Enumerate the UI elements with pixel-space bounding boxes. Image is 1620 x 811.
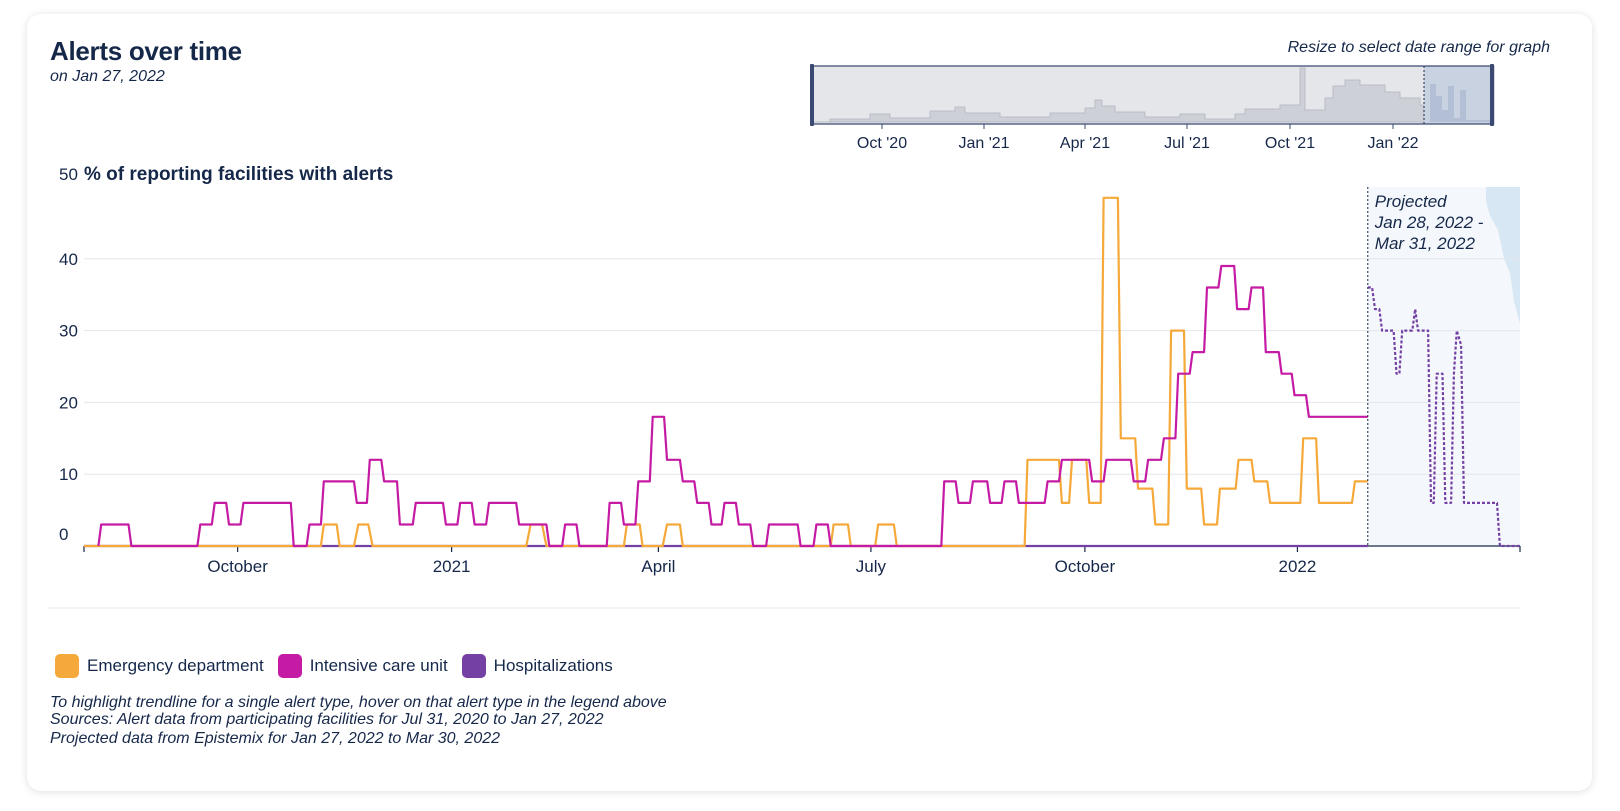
navigator-projection-preview	[1424, 84, 1492, 122]
y-tick-label: 30	[59, 322, 78, 341]
legend-swatch-hospitalizations	[461, 654, 486, 678]
y-tick-label: 40	[59, 250, 78, 269]
x-tick-label: July	[856, 557, 887, 576]
y-tick-label: 0	[59, 525, 68, 544]
projection-label-line: Mar 31, 2022	[1375, 234, 1476, 253]
legend-hover-note: To highlight trendline for a single aler…	[50, 694, 667, 711]
legend-label-hospitalizations: Hospitalizations	[493, 656, 613, 675]
navigator-tick-label: Jul '21	[1164, 135, 1210, 152]
navigator-left-handle[interactable]	[810, 64, 814, 126]
navigator-tick-label: Apr '21	[1060, 135, 1110, 152]
projection-label-line: Jan 28, 2022 -	[1374, 213, 1484, 232]
legend-label-icu: Intensive care unit	[309, 656, 448, 675]
x-tick-label: 2022	[1279, 557, 1317, 576]
legend: Emergency department Intensive care unit…	[55, 654, 627, 678]
legend-item-emergency-department[interactable]: Emergency department	[55, 654, 264, 678]
series-layer	[84, 196, 1520, 548]
projection-label: Projected Jan 28, 2022 - Mar 31, 2022	[1367, 187, 1484, 546]
chart-title: Alerts over time	[50, 36, 242, 66]
legend-swatch-emergency	[55, 654, 79, 678]
y-tick-label: 20	[59, 393, 78, 412]
navigator-preview-area	[812, 67, 1425, 123]
x-tick-label: October	[207, 557, 268, 576]
navigator-tick-label: Jan '22	[1367, 135, 1418, 152]
projection-label-line: Projected	[1375, 192, 1447, 211]
series-projection-line-hosp	[1367, 286, 1520, 548]
resize-hint: Resize to select date range for graph	[1287, 39, 1550, 56]
projection-zone	[1367, 187, 1520, 546]
y-axis-ticks: 0 10 20 30 40 50	[59, 165, 78, 544]
y-tick-label: 50	[59, 165, 78, 184]
x-axis: October 2021 April July October 2022	[83, 545, 1521, 576]
legend-label-emergency: Emergency department	[87, 656, 264, 675]
navigator-tick-label: Oct '21	[1265, 135, 1315, 152]
chart-subtitle: on Jan 27, 2022	[50, 68, 165, 85]
y-tick-label: 10	[59, 465, 78, 484]
sources-note-line-2: Projected data from Epistemix for Jan 27…	[50, 730, 501, 747]
legend-swatch-icu	[277, 654, 302, 678]
navigator-right-handle[interactable]	[1490, 64, 1494, 126]
projection-uncertainty-area	[1486, 187, 1520, 324]
sources-note-line-1: Sources: Alert data from participating f…	[50, 711, 604, 728]
x-tick-label: October	[1055, 557, 1116, 576]
date-range-navigator[interactable]: Oct '20 Jan '21 Apr '21 Jul '21 Oct '21 Jan '…	[810, 64, 1495, 152]
navigator-tick-label: Oct '20	[857, 135, 907, 152]
navigator-tick-label: Jan '21	[958, 135, 1009, 152]
legend-item-intensive-care-unit[interactable]: Intensive care unit	[277, 654, 448, 678]
projection-background	[1367, 187, 1520, 546]
x-tick-label: April	[641, 557, 675, 576]
legend-item-hospitalizations[interactable]: Hospitalizations	[461, 654, 613, 678]
gridlines	[84, 258, 1520, 475]
navigator-ticks: Oct '20 Jan '21 Apr '21 Jul '21 Oct '21 Jan '…	[857, 124, 1419, 152]
series-line-icu	[97, 264, 1368, 548]
series-line-emergency	[84, 196, 1368, 548]
x-tick-label: 2021	[433, 557, 471, 576]
y-axis-title: % of reporting facilities with alerts	[84, 164, 393, 185]
